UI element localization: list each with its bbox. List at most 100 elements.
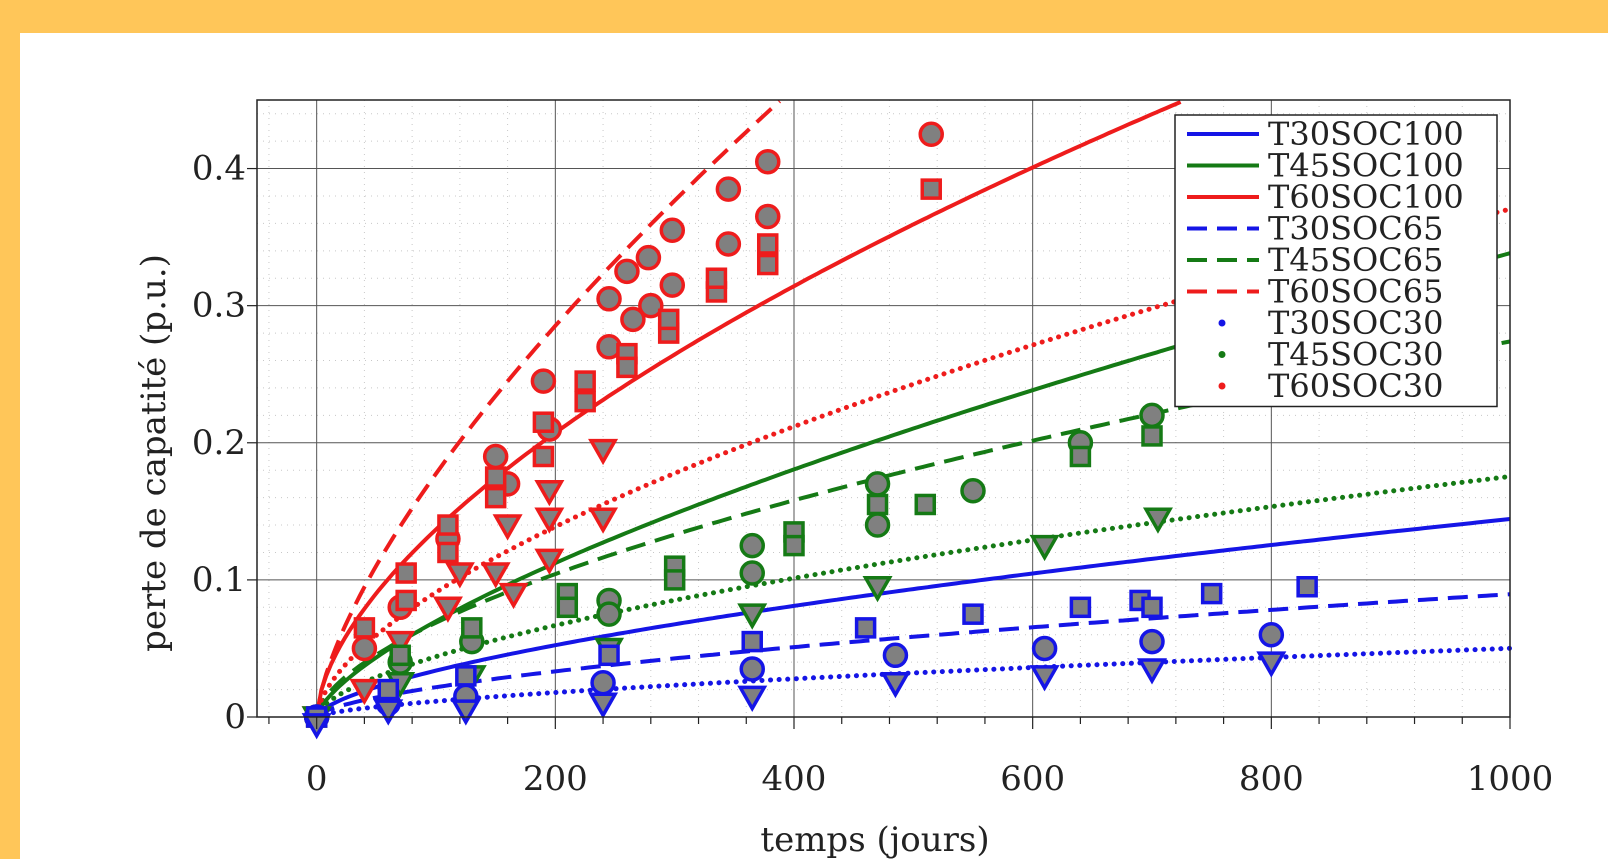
data-point-triangle: [588, 438, 619, 466]
data-point-circle: [864, 471, 891, 497]
data-point-square: [1296, 575, 1318, 598]
data-point-square: [389, 644, 411, 667]
data-point-triangle: [737, 603, 768, 630]
data-point-triangle: [450, 699, 481, 726]
data-point-square: [556, 596, 579, 619]
data-point-triangle: [1142, 507, 1173, 534]
data-point-circle: [918, 121, 944, 148]
data-point-circle: [882, 642, 909, 669]
data-point-square: [377, 678, 400, 701]
data-point-square: [574, 370, 596, 392]
data-point-triangle: [385, 630, 416, 658]
legend-swatch: [1218, 382, 1226, 390]
data-point-circle: [596, 601, 622, 627]
y-axis-label: perte de capatité (p.u.): [134, 254, 174, 652]
y-tick-label: 0.1: [192, 560, 246, 600]
data-point-triangle: [1029, 534, 1060, 562]
data-point-square: [920, 178, 942, 200]
data-point-square: [705, 267, 728, 289]
data-point-square: [532, 445, 555, 468]
legend-label: T60SOC30: [1268, 367, 1443, 405]
data-point-circle: [1258, 621, 1285, 648]
data-point-triangle: [349, 678, 380, 706]
data-point-triangle: [1136, 658, 1168, 685]
data-point-square: [741, 630, 763, 653]
data-point-triangle: [862, 575, 893, 603]
data-point-triangle: [534, 480, 565, 507]
x-axis-label: temps (jours): [760, 820, 989, 859]
data-point-circle: [1139, 628, 1165, 655]
series-line-T60SOC65: [314, 99, 782, 718]
data-point-circle: [960, 478, 986, 504]
data-point-triangle: [492, 514, 523, 541]
legend: T30SOC100T45SOC100T60SOC100T30SOC65T45SO…: [1174, 114, 1498, 408]
data-point-circle: [620, 306, 646, 333]
data-point-circle: [739, 560, 765, 586]
data-point-circle: [1031, 635, 1058, 662]
data-point-circle: [739, 532, 765, 559]
data-point-triangle: [737, 685, 768, 712]
data-point-square: [866, 493, 889, 516]
data-point-triangle: [1256, 651, 1287, 678]
legend-label: T60SOC100: [1268, 178, 1464, 216]
series-line-T30SOC100: [315, 517, 1511, 719]
data-point-square: [783, 534, 805, 557]
x-tick-label: 400: [762, 759, 827, 799]
data-point-circle: [754, 148, 781, 175]
data-point-square: [657, 308, 680, 331]
series-line-T30SOC30: [314, 645, 1513, 720]
y-tick-label: 0: [224, 697, 246, 737]
data-point-circle: [715, 231, 742, 257]
data-point-circle: [659, 272, 686, 298]
data-point-circle: [351, 635, 378, 662]
y-tick-label: 0.3: [192, 286, 246, 326]
data-point-triangle: [534, 507, 565, 534]
data-point-square: [616, 356, 638, 379]
data-point-triangle: [880, 671, 911, 699]
data-point-triangle: [534, 548, 565, 575]
x-tick-label: 0: [306, 759, 328, 799]
data-point-circle: [739, 656, 765, 682]
data-point-square: [756, 233, 779, 255]
data-point-circle: [614, 258, 640, 285]
data-point-triangle: [480, 562, 511, 589]
data-point-square: [484, 486, 507, 509]
data-point-circle: [596, 286, 622, 312]
data-point-triangle: [1029, 665, 1060, 692]
data-point-square: [484, 466, 507, 488]
data-point-square: [663, 569, 686, 591]
series-line-T60SOC30: [314, 206, 1513, 720]
data-point-square: [532, 411, 555, 433]
tick-labels: 0 200 400 600 800 1000 0 0.1 0.2 0.3 0.4: [192, 149, 1553, 799]
data-point-square: [598, 644, 620, 667]
data-point-circle: [754, 203, 781, 230]
data-point-circle: [864, 512, 891, 538]
data-point-square: [395, 589, 417, 612]
data-point-square: [455, 665, 477, 687]
data-point-triangle: [373, 699, 404, 726]
y-tick-label: 0.2: [192, 423, 246, 463]
data-point-circle: [635, 244, 662, 271]
legend-label: T30SOC65: [1268, 210, 1443, 248]
data-point-square: [395, 562, 417, 584]
measurement-markers: [301, 121, 1318, 740]
data-point-square: [756, 253, 779, 276]
series-line-T60SOC100: [314, 100, 1182, 718]
data-point-square: [437, 514, 459, 536]
legend-label: T30SOC30: [1268, 304, 1443, 342]
data-point-triangle: [444, 562, 475, 589]
data-point-circle: [1139, 402, 1165, 429]
data-point-circle: [482, 443, 509, 470]
legend-swatch: [1218, 319, 1226, 327]
data-point-square: [1200, 582, 1223, 605]
data-point-triangle: [498, 582, 529, 610]
series-line-T30SOC65: [315, 592, 1511, 719]
data-point-square: [437, 541, 459, 564]
data-point-square: [461, 617, 483, 639]
y-tick-label: 0.4: [192, 149, 246, 189]
data-point-circle: [638, 292, 664, 319]
legend-swatch: [1218, 351, 1226, 358]
data-point-triangle: [432, 596, 463, 623]
data-point-square: [1141, 596, 1163, 619]
data-point-square: [353, 617, 376, 639]
